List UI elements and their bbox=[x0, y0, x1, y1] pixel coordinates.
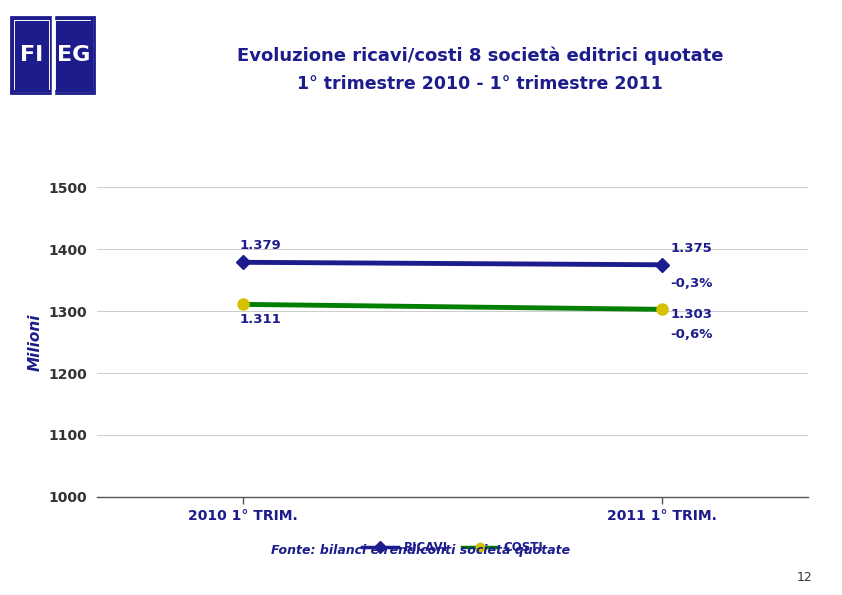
Polygon shape bbox=[55, 19, 93, 91]
Text: Fonte: bilanci e rendiconti società quotate: Fonte: bilanci e rendiconti società quot… bbox=[271, 544, 571, 557]
Text: 1.375: 1.375 bbox=[670, 242, 712, 255]
Text: FI: FI bbox=[19, 45, 43, 65]
Text: 1.379: 1.379 bbox=[239, 239, 281, 252]
Text: 1.303: 1.303 bbox=[670, 308, 712, 321]
Text: -0,6%: -0,6% bbox=[670, 328, 712, 341]
Legend: RICAVI, COSTI: RICAVI, COSTI bbox=[358, 537, 547, 559]
Text: 1.311: 1.311 bbox=[239, 313, 281, 326]
Text: -0,3%: -0,3% bbox=[670, 277, 712, 290]
Y-axis label: Milioni: Milioni bbox=[28, 314, 43, 371]
Text: Evoluzione ricavi/costi 8 società editrici quotate: Evoluzione ricavi/costi 8 società editri… bbox=[237, 46, 723, 65]
Text: EG: EG bbox=[56, 45, 90, 65]
Polygon shape bbox=[13, 19, 51, 91]
Text: 12: 12 bbox=[797, 571, 813, 584]
Text: 1° trimestre 2010 - 1° trimestre 2011: 1° trimestre 2010 - 1° trimestre 2011 bbox=[297, 76, 663, 93]
Polygon shape bbox=[14, 20, 49, 89]
Polygon shape bbox=[56, 20, 91, 89]
